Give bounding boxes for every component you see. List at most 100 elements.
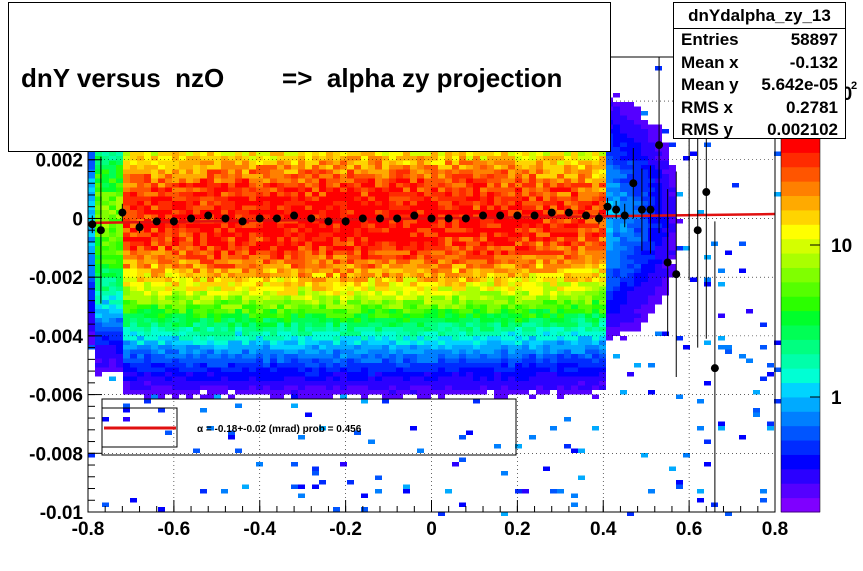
heatmap-cell <box>179 259 186 264</box>
heatmap-cell <box>179 169 186 174</box>
heatmap-cell <box>396 300 403 305</box>
heatmap-cell <box>242 259 249 264</box>
heatmap-cell <box>417 354 424 359</box>
heatmap-cell <box>165 430 172 435</box>
heatmap-cell <box>459 457 466 462</box>
heatmap-cell <box>249 390 256 395</box>
heatmap-cell <box>284 277 291 282</box>
heatmap-cell <box>536 169 543 174</box>
heatmap-cell <box>235 286 242 291</box>
heatmap-cell <box>403 151 410 156</box>
heatmap-cell <box>403 165 410 170</box>
heatmap-cell <box>431 205 438 210</box>
heatmap-cell <box>452 250 459 255</box>
heatmap-cell <box>291 462 298 467</box>
heatmap-cell <box>277 169 284 174</box>
heatmap-cell <box>543 232 550 237</box>
heatmap-cell <box>487 174 494 179</box>
heatmap-cell <box>326 340 333 345</box>
heatmap-cell <box>417 165 424 170</box>
heatmap-cell <box>137 349 144 354</box>
heatmap-cell <box>459 376 466 381</box>
heatmap-cell <box>459 201 466 206</box>
heatmap-cell <box>291 403 298 408</box>
heatmap-cell <box>522 196 529 201</box>
heatmap-cell <box>284 174 291 179</box>
heatmap-cell <box>424 313 431 318</box>
heatmap-cell <box>277 201 284 206</box>
heatmap-cell <box>389 291 396 296</box>
heatmap-cell <box>508 390 515 395</box>
heatmap-cell <box>102 187 109 192</box>
heatmap-cell <box>221 327 228 332</box>
heatmap-cell <box>277 223 284 228</box>
heatmap-cell <box>130 291 137 296</box>
heatmap-cell <box>522 156 529 161</box>
heatmap-cell <box>137 345 144 350</box>
heatmap-cell <box>200 232 207 237</box>
heatmap-cell <box>116 295 123 300</box>
heatmap-cell <box>291 201 298 206</box>
heatmap-cell <box>333 286 340 291</box>
heatmap-cell <box>228 156 235 161</box>
heatmap-cell <box>529 201 536 206</box>
heatmap-cell <box>165 358 172 363</box>
heatmap-cell <box>102 322 109 327</box>
heatmap-cell <box>375 340 382 345</box>
heatmap-cell <box>284 372 291 377</box>
heatmap-cell <box>144 192 151 197</box>
heatmap-cell <box>137 201 144 206</box>
heatmap-cell <box>508 286 515 291</box>
heatmap-cell <box>361 282 368 287</box>
heatmap-cell <box>368 381 375 386</box>
heatmap-cell <box>529 187 536 192</box>
heatmap-cell <box>417 390 424 395</box>
heatmap-cell <box>249 282 256 287</box>
heatmap-cell <box>298 268 305 273</box>
heatmap-cell <box>529 165 536 170</box>
heatmap-cell <box>221 223 228 228</box>
heatmap-cell <box>522 304 529 309</box>
heatmap-cell <box>368 178 375 183</box>
heatmap-cell <box>179 354 186 359</box>
heatmap-cell <box>144 241 151 246</box>
heatmap-cell <box>263 255 270 260</box>
heatmap-cell <box>200 376 207 381</box>
heatmap-cell <box>298 169 305 174</box>
heatmap-cell <box>305 223 312 228</box>
heatmap-cell <box>95 223 102 228</box>
heatmap-cell <box>291 250 298 255</box>
heatmap-cell <box>214 291 221 296</box>
heatmap-cell <box>361 277 368 282</box>
heatmap-cell <box>221 268 228 273</box>
heatmap-cell <box>95 268 102 273</box>
heatmap-cell <box>403 376 410 381</box>
heatmap-cell <box>221 286 228 291</box>
heatmap-cell <box>354 237 361 242</box>
heatmap-cell <box>403 183 410 188</box>
heatmap-cell <box>375 286 382 291</box>
heatmap-cell <box>284 165 291 170</box>
heatmap-cell <box>326 363 333 368</box>
heatmap-cell <box>200 169 207 174</box>
heatmap-cell <box>445 304 452 309</box>
heatmap-cell <box>158 376 165 381</box>
heatmap-cell <box>277 318 284 323</box>
heatmap-cell <box>249 291 256 296</box>
heatmap-cell <box>508 273 515 278</box>
heatmap-cell <box>151 268 158 273</box>
heatmap-cell <box>473 349 480 354</box>
heatmap-cell <box>179 250 186 255</box>
heatmap-cell <box>396 192 403 197</box>
heatmap-cell <box>403 291 410 296</box>
heatmap-cell <box>410 250 417 255</box>
heatmap-cell <box>466 156 473 161</box>
heatmap-cell <box>501 349 508 354</box>
heatmap-cell <box>214 300 221 305</box>
heatmap-cell <box>424 165 431 170</box>
heatmap-cell <box>417 322 424 327</box>
heatmap-cell <box>186 156 193 161</box>
heatmap-cell <box>270 363 277 368</box>
heatmap-cell <box>263 385 270 390</box>
heatmap-cell <box>431 268 438 273</box>
